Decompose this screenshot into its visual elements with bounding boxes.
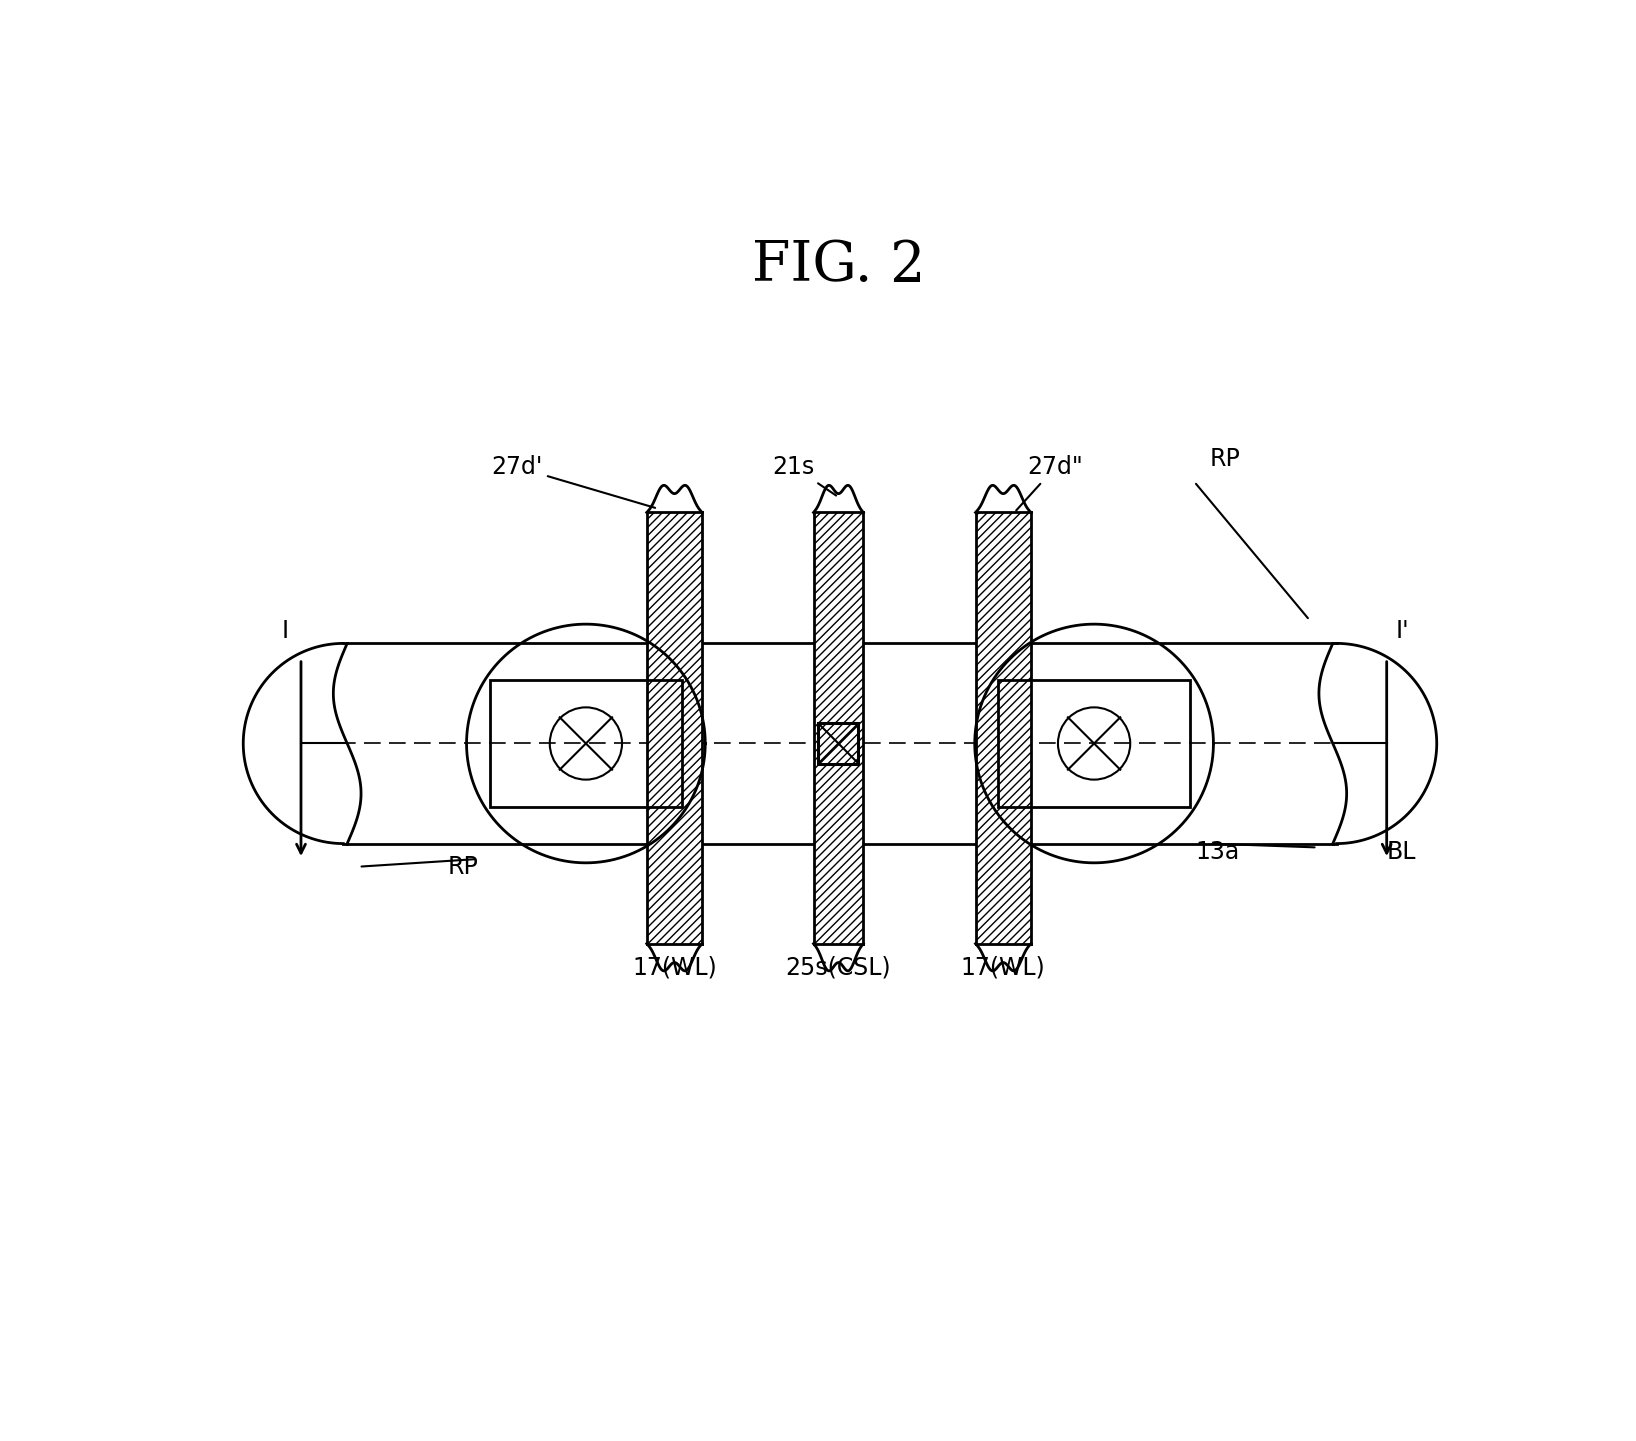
Text: RP: RP — [447, 856, 478, 879]
Text: RP: RP — [1209, 447, 1240, 471]
Text: FIG. 2: FIG. 2 — [751, 239, 926, 294]
Text: 17(WL): 17(WL) — [631, 955, 717, 980]
Text: 13a: 13a — [1196, 840, 1240, 865]
Bar — [818, 723, 859, 764]
Text: 27d": 27d" — [1016, 455, 1083, 510]
Text: 27d': 27d' — [491, 455, 654, 507]
Bar — [646, 513, 702, 944]
Text: 21s: 21s — [772, 455, 836, 496]
Text: I': I' — [1396, 620, 1409, 643]
Bar — [998, 680, 1191, 807]
Text: 17(WL): 17(WL) — [960, 955, 1045, 980]
Text: I: I — [281, 620, 290, 643]
Text: BL: BL — [1387, 840, 1417, 865]
Bar — [813, 513, 864, 944]
Bar — [489, 680, 682, 807]
Text: 25s(CSL): 25s(CSL) — [785, 955, 892, 980]
Bar — [975, 513, 1031, 944]
